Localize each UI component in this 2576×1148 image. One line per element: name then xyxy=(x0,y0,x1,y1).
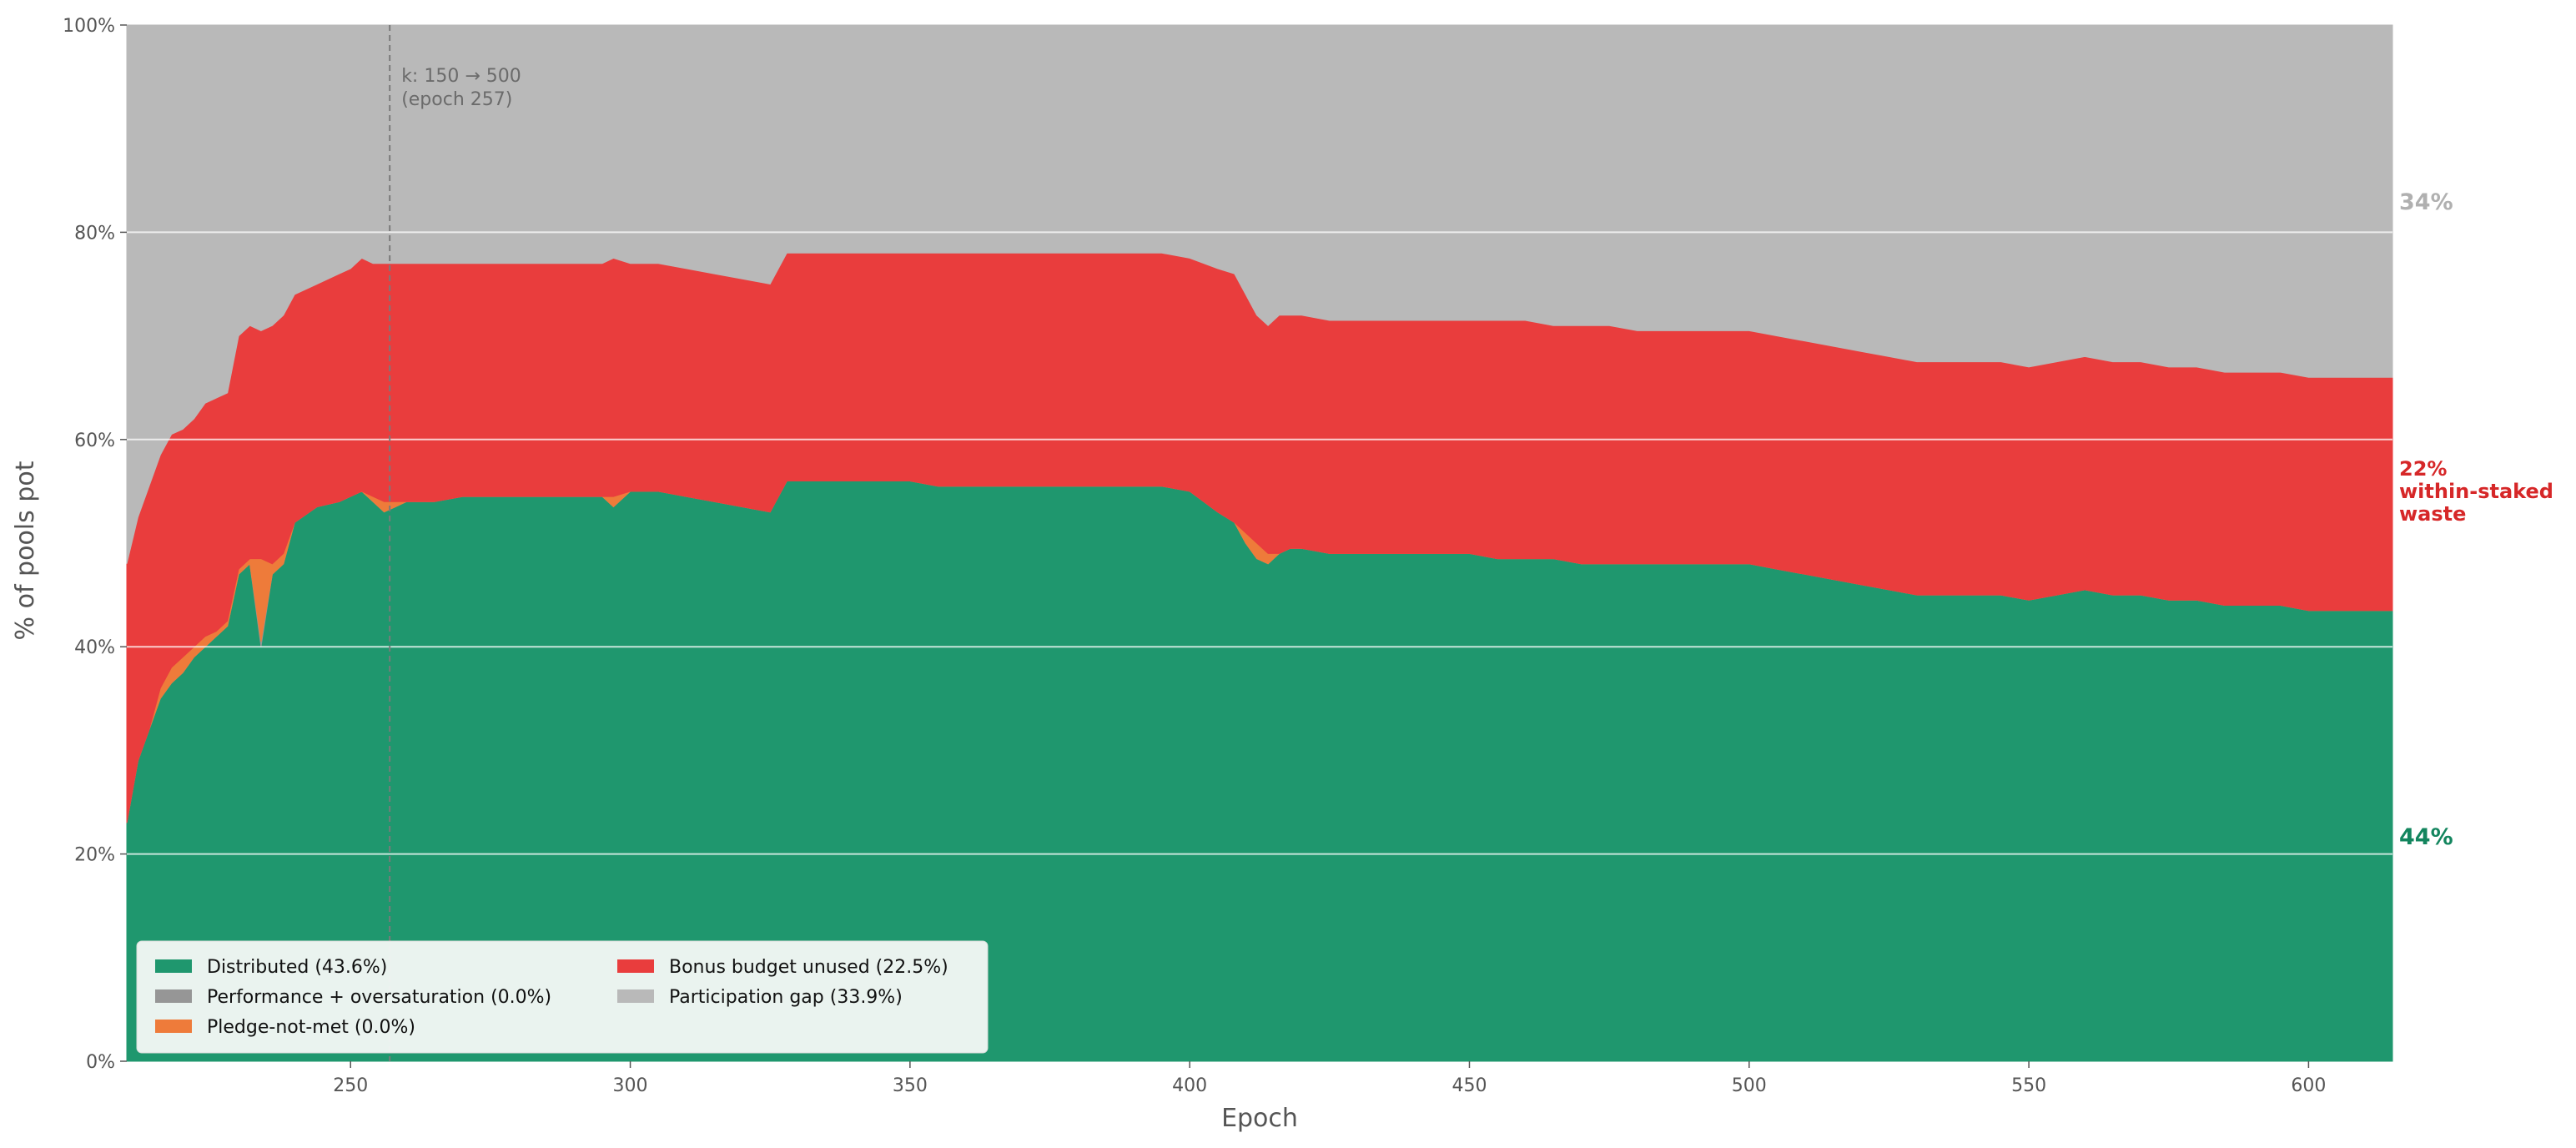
y-tick-label: 100% xyxy=(63,16,115,37)
y-axis-ticks: 0% 20% 40% 60% 80% 100% xyxy=(63,16,127,1073)
end-label-distributed: 44% xyxy=(2399,824,2453,850)
end-label-waste-line1: 22% xyxy=(2399,457,2447,481)
x-tick-label: 450 xyxy=(1452,1075,1487,1096)
y-tick-label: 80% xyxy=(74,223,115,244)
legend-label-pledge-not-met: Pledge-not-met (0.0%) xyxy=(207,1017,415,1038)
legend: Distributed (43.6%) Performance + oversat… xyxy=(136,940,989,1054)
x-tick-label: 600 xyxy=(2291,1075,2326,1096)
legend-swatch-participation-gap xyxy=(617,989,654,1003)
legend-swatch-bonus-budget-unused xyxy=(617,959,654,973)
y-tick-label: 0% xyxy=(86,1052,115,1073)
legend-box xyxy=(136,940,989,1054)
legend-swatch-performance-oversaturation xyxy=(155,989,192,1003)
legend-swatch-distributed xyxy=(155,959,192,973)
legend-label-performance-oversaturation: Performance + oversaturation (0.0%) xyxy=(207,987,551,1008)
legend-label-participation-gap: Participation gap (33.9%) xyxy=(669,987,903,1008)
x-tick-label: 350 xyxy=(893,1075,928,1096)
x-axis-label: Epoch xyxy=(1221,1104,1298,1133)
end-label-waste-line2: within-staked xyxy=(2399,480,2553,503)
legend-swatch-pledge-not-met xyxy=(155,1020,192,1033)
y-axis-label: % of pools pot xyxy=(11,461,40,640)
y-tick-label: 40% xyxy=(74,637,115,658)
y-tick-label: 20% xyxy=(74,845,115,866)
x-tick-label: 400 xyxy=(1172,1075,1207,1096)
x-tick-label: 500 xyxy=(1732,1075,1767,1096)
stacked-areas xyxy=(126,24,2393,1062)
area-participation-gap xyxy=(126,24,2393,564)
y-tick-label: 60% xyxy=(74,430,115,451)
legend-label-distributed: Distributed (43.6%) xyxy=(207,957,387,978)
k-change-label-line1: k: 150 → 500 xyxy=(401,66,521,87)
k-change-marker: k: 150 → 500(epoch 257) xyxy=(389,25,521,1061)
end-label-waste-line3: waste xyxy=(2399,502,2466,526)
x-tick-label: 250 xyxy=(333,1075,368,1096)
x-axis-ticks: 250 300 350 400 450 500 550 600 xyxy=(333,1061,2326,1096)
end-label-participation-gap: 34% xyxy=(2399,189,2453,215)
k-change-label-line2: (epoch 257) xyxy=(401,89,512,110)
x-tick-label: 550 xyxy=(2011,1075,2046,1096)
x-tick-label: 300 xyxy=(613,1075,648,1096)
gridlines xyxy=(127,231,2392,855)
legend-label-bonus-budget-unused: Bonus budget unused (22.5%) xyxy=(669,957,948,978)
